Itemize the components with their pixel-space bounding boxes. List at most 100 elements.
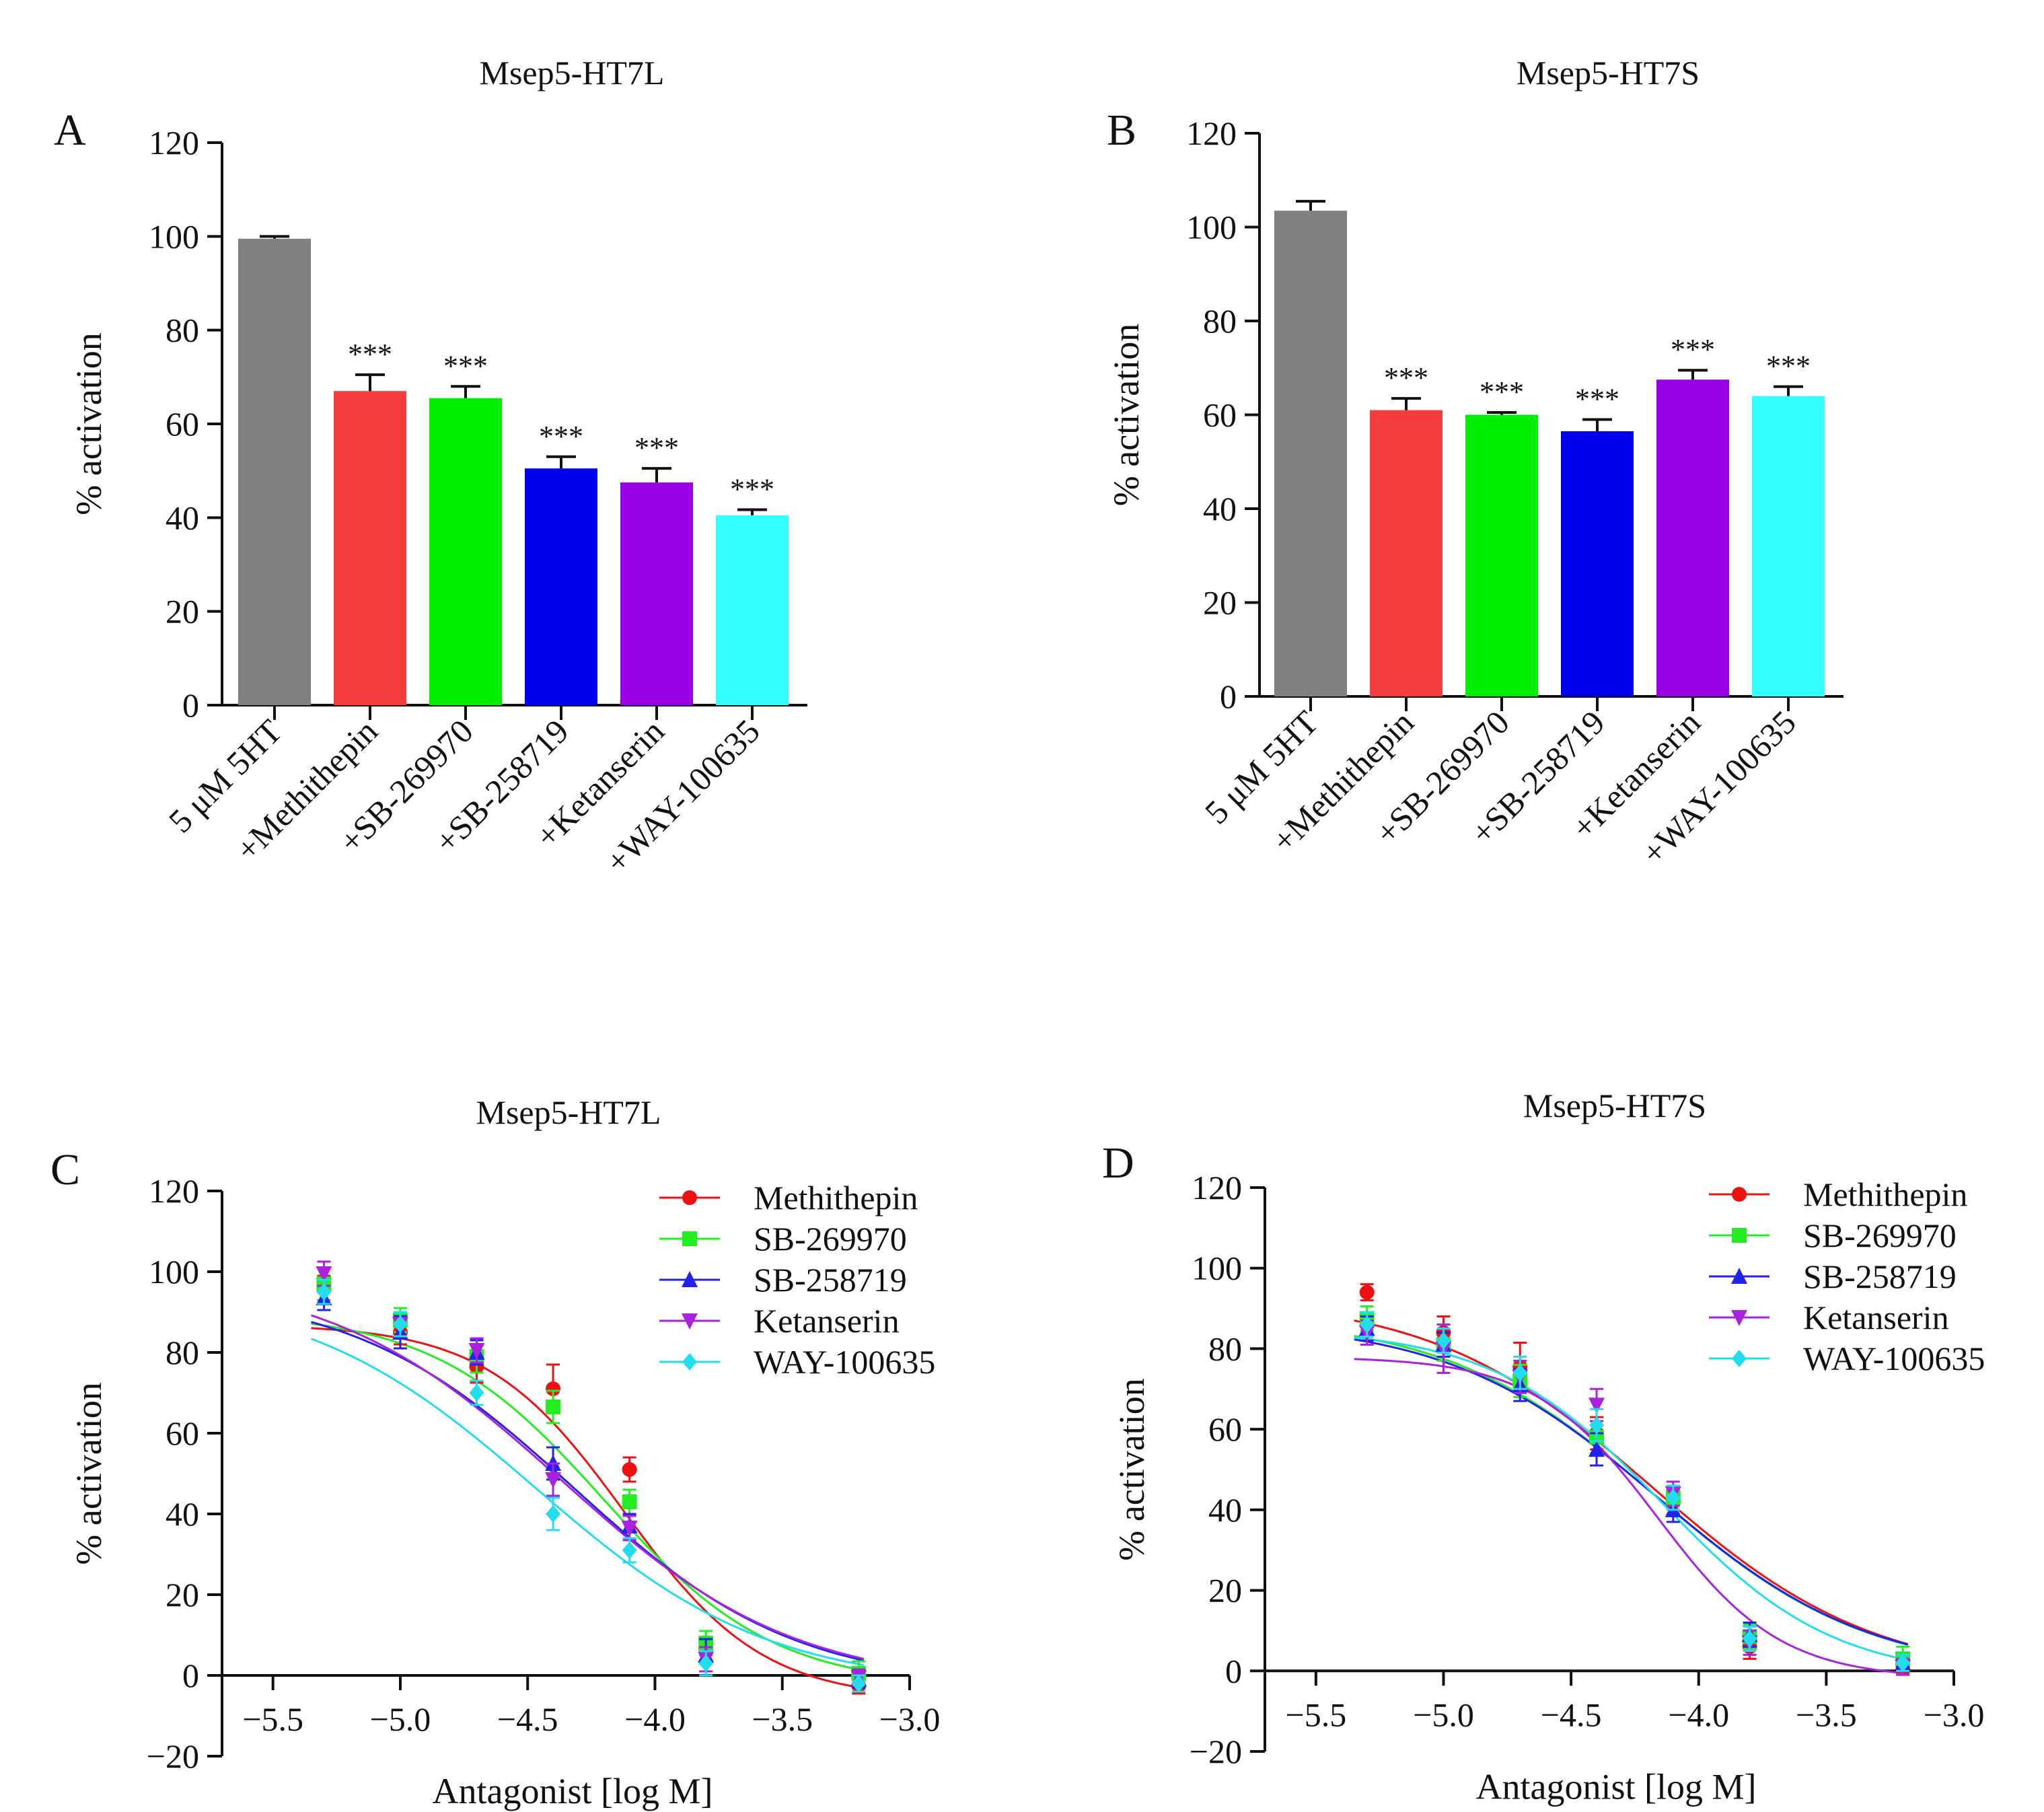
y-tick-label: 80 xyxy=(1203,302,1237,340)
significance-label: *** xyxy=(1671,333,1715,366)
data-point-diamond xyxy=(392,1315,408,1333)
significance-label: *** xyxy=(539,420,583,453)
x-tick-label: −3.5 xyxy=(752,1700,813,1738)
y-tick-label: 40 xyxy=(166,1495,199,1533)
data-point-diamond xyxy=(1742,1630,1757,1648)
legend: MethithepinSB-269970SB-258719KetanserinW… xyxy=(659,1179,935,1381)
legend-label: SB-269970 xyxy=(754,1220,907,1258)
y-tick-label: 0 xyxy=(182,686,199,724)
legend-marker xyxy=(1731,1310,1747,1326)
data-point-diamond xyxy=(622,1542,637,1559)
bar-4 xyxy=(1561,431,1634,696)
bar-3 xyxy=(429,398,502,705)
legend-label: SB-258719 xyxy=(754,1261,907,1299)
y-axis-title: % activation xyxy=(1106,324,1146,506)
data-point-diamond xyxy=(698,1655,714,1672)
bar-3 xyxy=(1465,414,1538,696)
legend-marker xyxy=(682,1271,698,1287)
y-axis-title: % activation xyxy=(1111,1378,1152,1560)
significance-label: *** xyxy=(634,431,679,464)
y-tick-label: 40 xyxy=(166,499,199,536)
y-tick-label: 120 xyxy=(149,124,199,161)
fit-curve-2 xyxy=(1354,1335,1909,1646)
bar-5 xyxy=(1656,379,1729,696)
bar-6 xyxy=(1752,396,1825,696)
y-tick-label: 120 xyxy=(149,1172,199,1210)
legend-marker xyxy=(682,1231,697,1246)
data-point-diamond xyxy=(1895,1654,1911,1672)
significance-label: *** xyxy=(348,338,392,371)
x-tick-label: −3.0 xyxy=(879,1700,941,1738)
data-point-square xyxy=(546,1400,561,1414)
x-tick-label: −4.5 xyxy=(1541,1696,1602,1733)
panel-letter: B xyxy=(1107,106,1136,155)
fit-curve-3 xyxy=(311,1321,865,1662)
x-axis-title: Antagonist [log M] xyxy=(433,1771,713,1811)
legend-label: SB-258719 xyxy=(1803,1258,1957,1295)
data-point-square xyxy=(622,1494,637,1509)
legend-label: SB-269970 xyxy=(1803,1217,1957,1254)
legend-marker xyxy=(682,1190,697,1205)
legend-marker xyxy=(1732,1187,1747,1202)
y-tick-label: −20 xyxy=(1190,1733,1242,1770)
y-tick-label: 100 xyxy=(1186,209,1237,246)
panel-letter: D xyxy=(1102,1138,1134,1188)
panel-title: Msep5-HT7L xyxy=(480,54,665,92)
significance-label: *** xyxy=(443,349,488,382)
y-tick-label: 20 xyxy=(166,1576,199,1614)
data-point-triangle-down xyxy=(316,1266,332,1282)
legend-marker xyxy=(1732,1350,1747,1367)
y-tick-label: 40 xyxy=(1203,490,1237,528)
data-point-diamond xyxy=(1665,1488,1681,1507)
y-tick-label: 0 xyxy=(182,1657,199,1694)
y-axis-title: % activation xyxy=(69,332,109,515)
data-point-triangle-down xyxy=(621,1521,638,1537)
y-tick-label: 60 xyxy=(166,405,199,443)
y-tick-label: 100 xyxy=(149,1253,199,1291)
y-tick-label: −20 xyxy=(147,1737,199,1775)
legend-label: WAY-100635 xyxy=(1803,1340,1985,1377)
data-point-circle xyxy=(622,1462,637,1477)
fit-curve-4 xyxy=(311,1314,865,1660)
bar-2 xyxy=(1370,410,1443,696)
legend-marker xyxy=(1732,1228,1747,1243)
data-point-triangle-down xyxy=(545,1472,562,1488)
y-tick-label: 0 xyxy=(1220,678,1237,715)
x-tick-label: −5.5 xyxy=(1286,1696,1347,1733)
data-point-circle xyxy=(1359,1284,1375,1300)
x-tick-label: −4.5 xyxy=(497,1700,558,1738)
data-point-diamond xyxy=(316,1283,332,1301)
significance-label: *** xyxy=(1384,361,1428,394)
panel-title: Msep5-HT7S xyxy=(1517,54,1700,92)
bar-2 xyxy=(334,391,406,705)
bar-1 xyxy=(238,238,311,706)
y-axis-title: % activation xyxy=(69,1382,109,1564)
y-tick-label: 40 xyxy=(1208,1491,1242,1529)
y-tick-label: 20 xyxy=(1203,584,1237,622)
y-tick-label: 80 xyxy=(166,1334,199,1371)
fit-curve-5 xyxy=(310,1338,865,1667)
legend-label: Ketanserin xyxy=(1803,1299,1949,1336)
x-tick-label: −3.0 xyxy=(1924,1696,1985,1733)
bar-4 xyxy=(525,468,597,705)
significance-label: *** xyxy=(1480,375,1524,408)
data-point-diamond xyxy=(1512,1364,1528,1382)
data-point-circle xyxy=(546,1381,561,1396)
panel-letter: A xyxy=(54,106,86,155)
legend-label: Methithepin xyxy=(754,1179,918,1217)
data-point-triangle-down xyxy=(468,1343,485,1359)
bar-5 xyxy=(620,482,693,705)
data-point-diamond xyxy=(546,1505,561,1523)
legend-marker xyxy=(1731,1268,1747,1284)
data-point-triangle-up xyxy=(1589,1441,1605,1457)
panel-title: Msep5-HT7L xyxy=(476,1093,661,1131)
data-point-diamond xyxy=(1589,1416,1605,1435)
x-axis-title: Antagonist [log M] xyxy=(1476,1766,1757,1807)
y-tick-label: 60 xyxy=(166,1414,199,1452)
y-tick-label: 20 xyxy=(1208,1572,1242,1609)
legend: MethithepinSB-269970SB-258719KetanserinW… xyxy=(1709,1175,1985,1377)
y-tick-label: 0 xyxy=(1225,1652,1242,1690)
y-tick-label: 80 xyxy=(166,312,199,349)
